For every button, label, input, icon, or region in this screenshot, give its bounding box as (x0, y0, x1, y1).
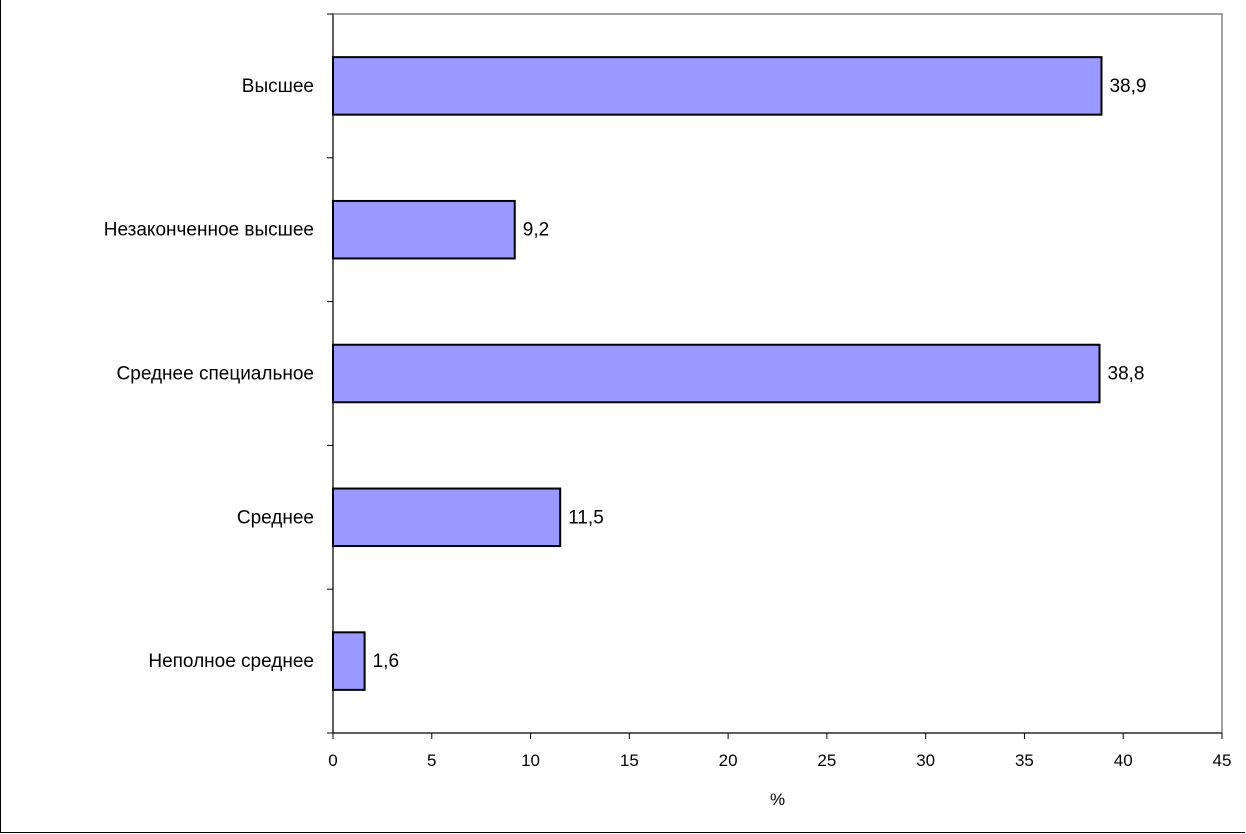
bar (332, 199, 516, 260)
data-label: 38,9 (1109, 76, 1146, 97)
bar (332, 487, 562, 548)
bar (332, 631, 366, 691)
category-label: Среднее (237, 507, 314, 528)
category-label: Неполное среднее (148, 651, 314, 672)
data-label: 38,8 (1108, 364, 1145, 385)
x-tick-label: 15 (620, 751, 639, 770)
category-label: Среднее специальное (117, 364, 314, 385)
x-axis-title: % (770, 790, 785, 809)
value-labels: 38,9 9,2 38,8 11,5 1,6 (373, 76, 1147, 672)
bar (332, 343, 1101, 404)
x-tick-label: 0 (328, 751, 337, 770)
x-tick-label: 20 (719, 751, 738, 770)
x-tick-label: 40 (1114, 751, 1133, 770)
x-axis: 0 5 10 15 20 25 30 35 40 45 (328, 732, 1232, 770)
data-label: 9,2 (523, 220, 549, 241)
x-tick-label: 25 (817, 751, 836, 770)
data-label: 11,5 (568, 507, 604, 528)
data-label: 1,6 (373, 651, 399, 672)
x-tick-label: 30 (916, 751, 935, 770)
y-axis-labels: Высшее Незаконченное высшее Среднее специа… (104, 76, 314, 672)
x-tick-label: 35 (1015, 751, 1034, 770)
bar (332, 56, 1103, 116)
x-tick-label: 5 (427, 751, 436, 770)
category-label: Незаконченное высшее (104, 220, 314, 241)
category-label: Высшее (242, 76, 314, 97)
bars (332, 56, 1103, 691)
x-tick-label: 45 (1213, 751, 1232, 770)
x-tick-label: 10 (521, 751, 540, 770)
